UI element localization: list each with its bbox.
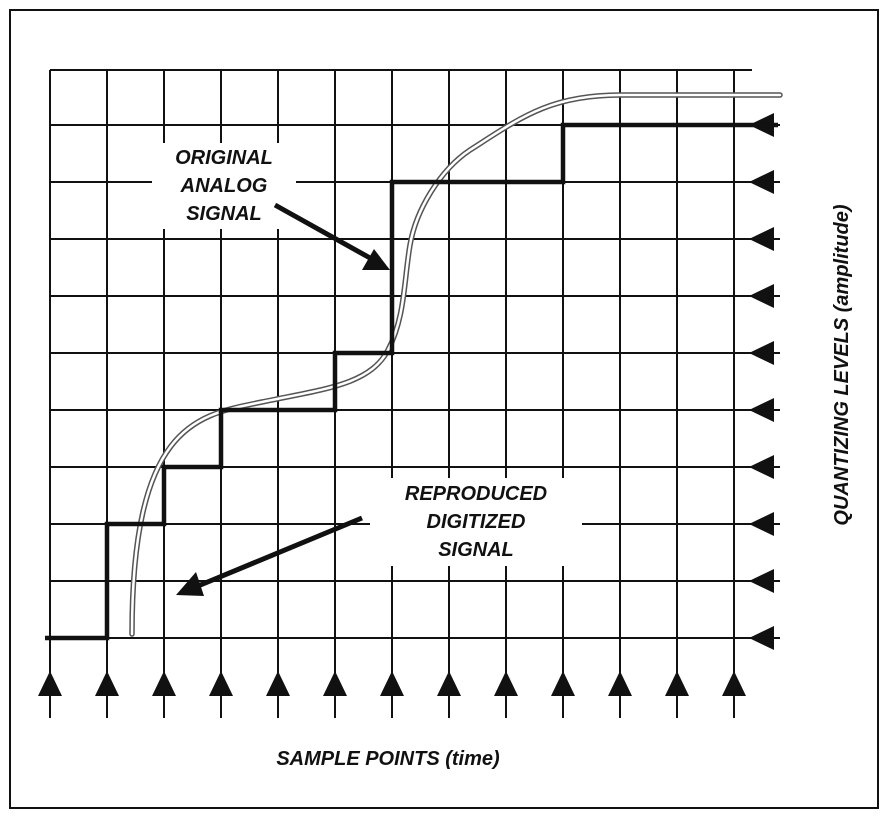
analog-signal-label: ORIGINAL ANALOG SIGNAL (152, 143, 296, 229)
x-axis-label: SAMPLE POINTS (time) (276, 748, 500, 770)
digitized-callout-arrow (176, 515, 363, 596)
sample-point-marker (608, 671, 632, 696)
y-axis-label: QUANTIZING LEVELS (amplitude) (831, 204, 853, 525)
sample-point-marker (551, 671, 575, 696)
quantizing-level-marker (749, 341, 774, 365)
figure-frame (9, 9, 879, 809)
sample-point-marker (209, 671, 233, 696)
quantizing-level-marker (749, 398, 774, 422)
analog-label-line-3: SIGNAL (186, 203, 262, 225)
quantizing-level-marker (749, 569, 774, 593)
sample-point-marker (266, 671, 290, 696)
sample-point-marker (722, 671, 746, 696)
digitized-signal-staircase (45, 122, 778, 641)
analog-callout-arrow (273, 202, 390, 270)
analog-label-line-2: ANALOG (180, 175, 268, 197)
digitized-signal-label: REPRODUCED DIGITIZED SIGNAL (370, 478, 582, 566)
quantizing-level-marker (749, 227, 774, 251)
quantizing-level-marker (749, 455, 774, 479)
sample-point-marker (38, 671, 62, 696)
analog-label-line-1: ORIGINAL (175, 147, 273, 169)
sample-point-markers (38, 671, 746, 696)
digitized-label-line-3: SIGNAL (438, 539, 514, 561)
sample-point-marker (494, 671, 518, 696)
sample-point-marker (95, 671, 119, 696)
quantizing-level-markers (749, 113, 774, 650)
sample-point-marker (152, 671, 176, 696)
analog-signal-curve (130, 93, 782, 636)
quantizing-level-marker (749, 626, 774, 650)
sample-point-marker (665, 671, 689, 696)
sample-point-marker (437, 671, 461, 696)
sample-point-marker (380, 671, 404, 696)
digitized-label-line-1: REPRODUCED (405, 483, 547, 505)
quantizing-level-marker (749, 170, 774, 194)
quantizing-level-marker (749, 284, 774, 308)
sample-point-marker (323, 671, 347, 696)
digitized-label-line-2: DIGITIZED (427, 511, 526, 533)
quantizing-level-marker (749, 512, 774, 536)
